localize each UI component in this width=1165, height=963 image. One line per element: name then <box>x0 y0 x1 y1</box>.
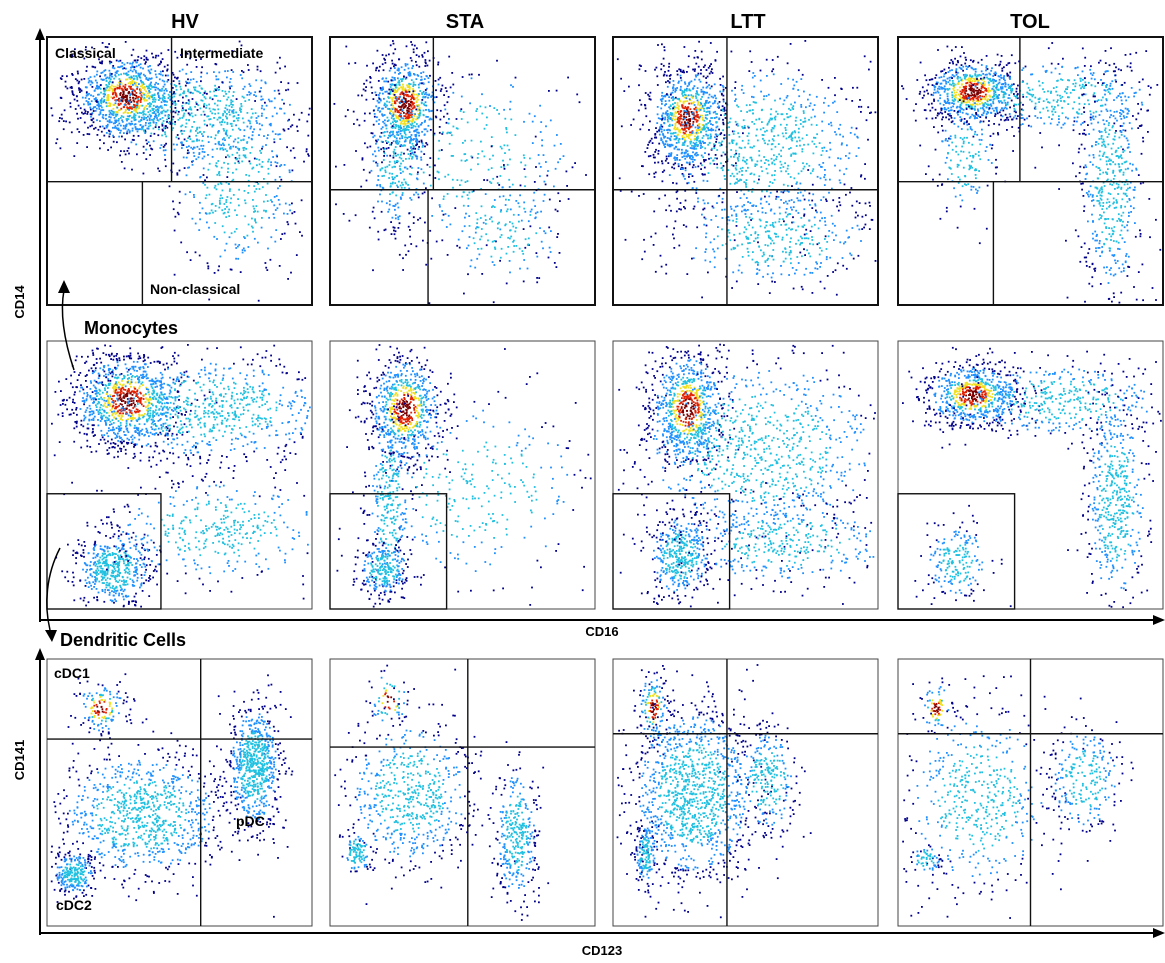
gate-label-cdc1: cDC1 <box>54 665 90 681</box>
monocytes-arrow-head <box>58 280 70 293</box>
gate-label-intermediate: Intermediate <box>180 45 263 61</box>
gate-label-nonclassical: Non-classical <box>150 281 240 297</box>
monocyte-ungated-panel-sta <box>330 341 595 609</box>
panel-grid <box>47 37 1163 926</box>
dendritic-panel-sta <box>330 659 595 926</box>
monocyte-gated-panel-ltt-events <box>617 40 876 298</box>
row-label-dendritic-cells: Dendritic Cells <box>60 630 186 650</box>
cd141-axis-label: CD141 <box>12 740 27 780</box>
cd16-axis-label: CD16 <box>585 624 618 639</box>
dendritic-arrow-head <box>45 630 57 642</box>
cd123-axis-arrow <box>1153 928 1165 938</box>
gate-label-pdc: pDC <box>236 813 265 829</box>
monocyte-ungated-panel-ltt <box>613 341 878 609</box>
row-label-monocytes: Monocytes <box>84 318 178 338</box>
cd123-axis-label: CD123 <box>582 943 622 958</box>
monocyte-gated-panel-tol-events <box>901 42 1161 303</box>
column-title-ltt: LTT <box>730 11 765 33</box>
cd14-axis-label: CD14 <box>12 285 27 319</box>
monocyte-gated-panel-sta-events <box>334 40 587 304</box>
column-title-hv: HV <box>171 11 199 33</box>
monocyte-gated-panel-hv-events <box>51 41 311 302</box>
column-title-tol: TOL <box>1010 11 1050 33</box>
cd141-axis-arrow <box>35 648 45 660</box>
cd16-axis-arrow <box>1153 615 1165 625</box>
column-title-sta: STA <box>446 11 485 33</box>
gate-label-cdc2: cDC2 <box>56 897 92 913</box>
cd14-axis-arrow <box>35 28 45 40</box>
gate-label-classical: Classical <box>55 45 116 61</box>
